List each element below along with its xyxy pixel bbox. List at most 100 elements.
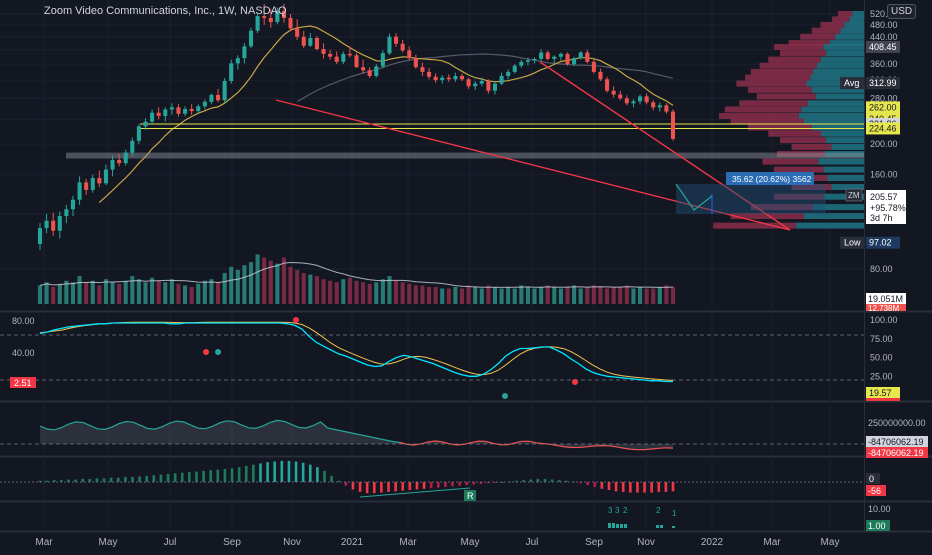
volume-profile-bar-down	[762, 158, 819, 165]
momentum-bar	[629, 482, 632, 493]
candle-body	[222, 80, 227, 101]
stoch-signal-dot	[293, 317, 299, 323]
counter-value: 1.00	[868, 521, 886, 531]
volume-profile-bar-up	[803, 213, 864, 220]
momentum-bar	[614, 482, 618, 492]
stoch-value: 19.57	[869, 388, 892, 398]
volume-bar	[394, 280, 399, 304]
volume-profile-bar-up	[820, 130, 864, 137]
volume-profile-bar-down	[736, 80, 807, 87]
volume-profile-bar-down	[713, 222, 797, 229]
momentum-bar	[671, 482, 675, 492]
volume-bar	[90, 280, 95, 304]
volume-bar	[341, 279, 346, 304]
last-price-countdown: 3d 7h	[870, 213, 893, 223]
x-tick-label: 2022	[701, 537, 724, 548]
candle-body	[281, 10, 287, 18]
volume-bar	[466, 285, 471, 304]
candle-body	[84, 182, 89, 190]
momentum-bar	[579, 482, 582, 484]
volume-profile-bar-down	[788, 40, 831, 47]
momentum-bar	[664, 482, 668, 492]
volume-bar	[407, 283, 412, 304]
volume-bar	[519, 285, 524, 304]
volume-bar	[328, 280, 333, 304]
momentum-bar	[67, 479, 70, 482]
candle-body	[413, 58, 418, 68]
x-tick-label: Mar	[35, 537, 53, 548]
currency-button[interactable]: USD	[887, 4, 917, 19]
candle-body	[492, 83, 498, 91]
candle-body	[552, 56, 557, 59]
volume-profile-bar-up	[826, 137, 864, 144]
price-tag-box	[866, 101, 900, 114]
momentum-bar	[387, 482, 390, 492]
volume-profile-bar-up	[806, 80, 864, 87]
volume-profile-bar-down	[756, 93, 816, 100]
stoch-signal-dot	[572, 379, 578, 385]
volume-bar	[644, 288, 649, 304]
momentum-bar	[223, 468, 227, 482]
momentum-bar	[351, 482, 355, 490]
volume-bar	[420, 285, 425, 304]
candle-body	[136, 126, 141, 141]
candle-body	[565, 53, 570, 65]
momentum-value-box	[866, 473, 880, 484]
volume-bar	[578, 288, 583, 304]
momentum-bar	[621, 482, 625, 492]
candle-body	[585, 52, 590, 62]
volume-bar	[657, 286, 662, 304]
volume-bar	[473, 286, 478, 304]
volume-profile-bar-down	[759, 62, 818, 69]
candle-body	[380, 53, 385, 67]
oscillator-line-down	[399, 440, 674, 451]
volume-profile-bar-down	[811, 27, 841, 34]
momentum-bar	[557, 480, 561, 482]
chart-title: Zoom Video Communications, Inc., 1W, NAS…	[44, 5, 287, 17]
momentum-bar	[81, 478, 84, 482]
momentum-bar	[458, 482, 461, 486]
candle-body	[367, 70, 372, 76]
candle-body	[57, 216, 62, 231]
candle-body	[150, 112, 155, 122]
candle-body	[519, 61, 524, 66]
candle-body	[215, 94, 221, 101]
candle-body	[420, 67, 425, 72]
oscillator-value-box	[866, 436, 928, 447]
candle-body	[466, 79, 471, 87]
momentum-bar	[451, 482, 454, 487]
volume-ma-line	[39, 261, 674, 288]
volume-bar	[248, 262, 254, 304]
candle-body	[657, 105, 662, 108]
volume-bar	[426, 286, 432, 304]
momentum-bar	[124, 477, 127, 482]
volume-bar	[242, 265, 247, 304]
volume-profile-bar-up	[818, 158, 864, 165]
volume-bar	[413, 285, 418, 304]
volume-profile-bar-up	[835, 33, 864, 40]
momentum-bar	[486, 482, 490, 484]
y-tick-label: 80.00	[870, 264, 893, 274]
volume-profile-bar-down	[748, 124, 812, 131]
volume-bar	[229, 266, 234, 304]
candle-body	[631, 101, 636, 104]
candle-body	[44, 220, 49, 229]
sma-slow-line	[296, 53, 674, 103]
momentum-bar	[159, 474, 163, 482]
candle-body	[486, 80, 491, 91]
stoch-d-line	[39, 321, 674, 381]
volume-profile-bar-up	[823, 166, 864, 173]
momentum-bar	[436, 482, 440, 488]
volume-profile-bar-up	[831, 143, 864, 150]
candle-body	[512, 65, 517, 72]
volume-bar	[572, 285, 577, 304]
volume-bar	[670, 286, 676, 304]
volume-bar	[499, 288, 504, 304]
momentum-divergence-line	[359, 487, 471, 498]
momentum-bar	[529, 479, 533, 482]
momentum-bar	[607, 482, 611, 491]
volume-bar	[506, 286, 511, 304]
momentum-bar	[422, 482, 426, 489]
